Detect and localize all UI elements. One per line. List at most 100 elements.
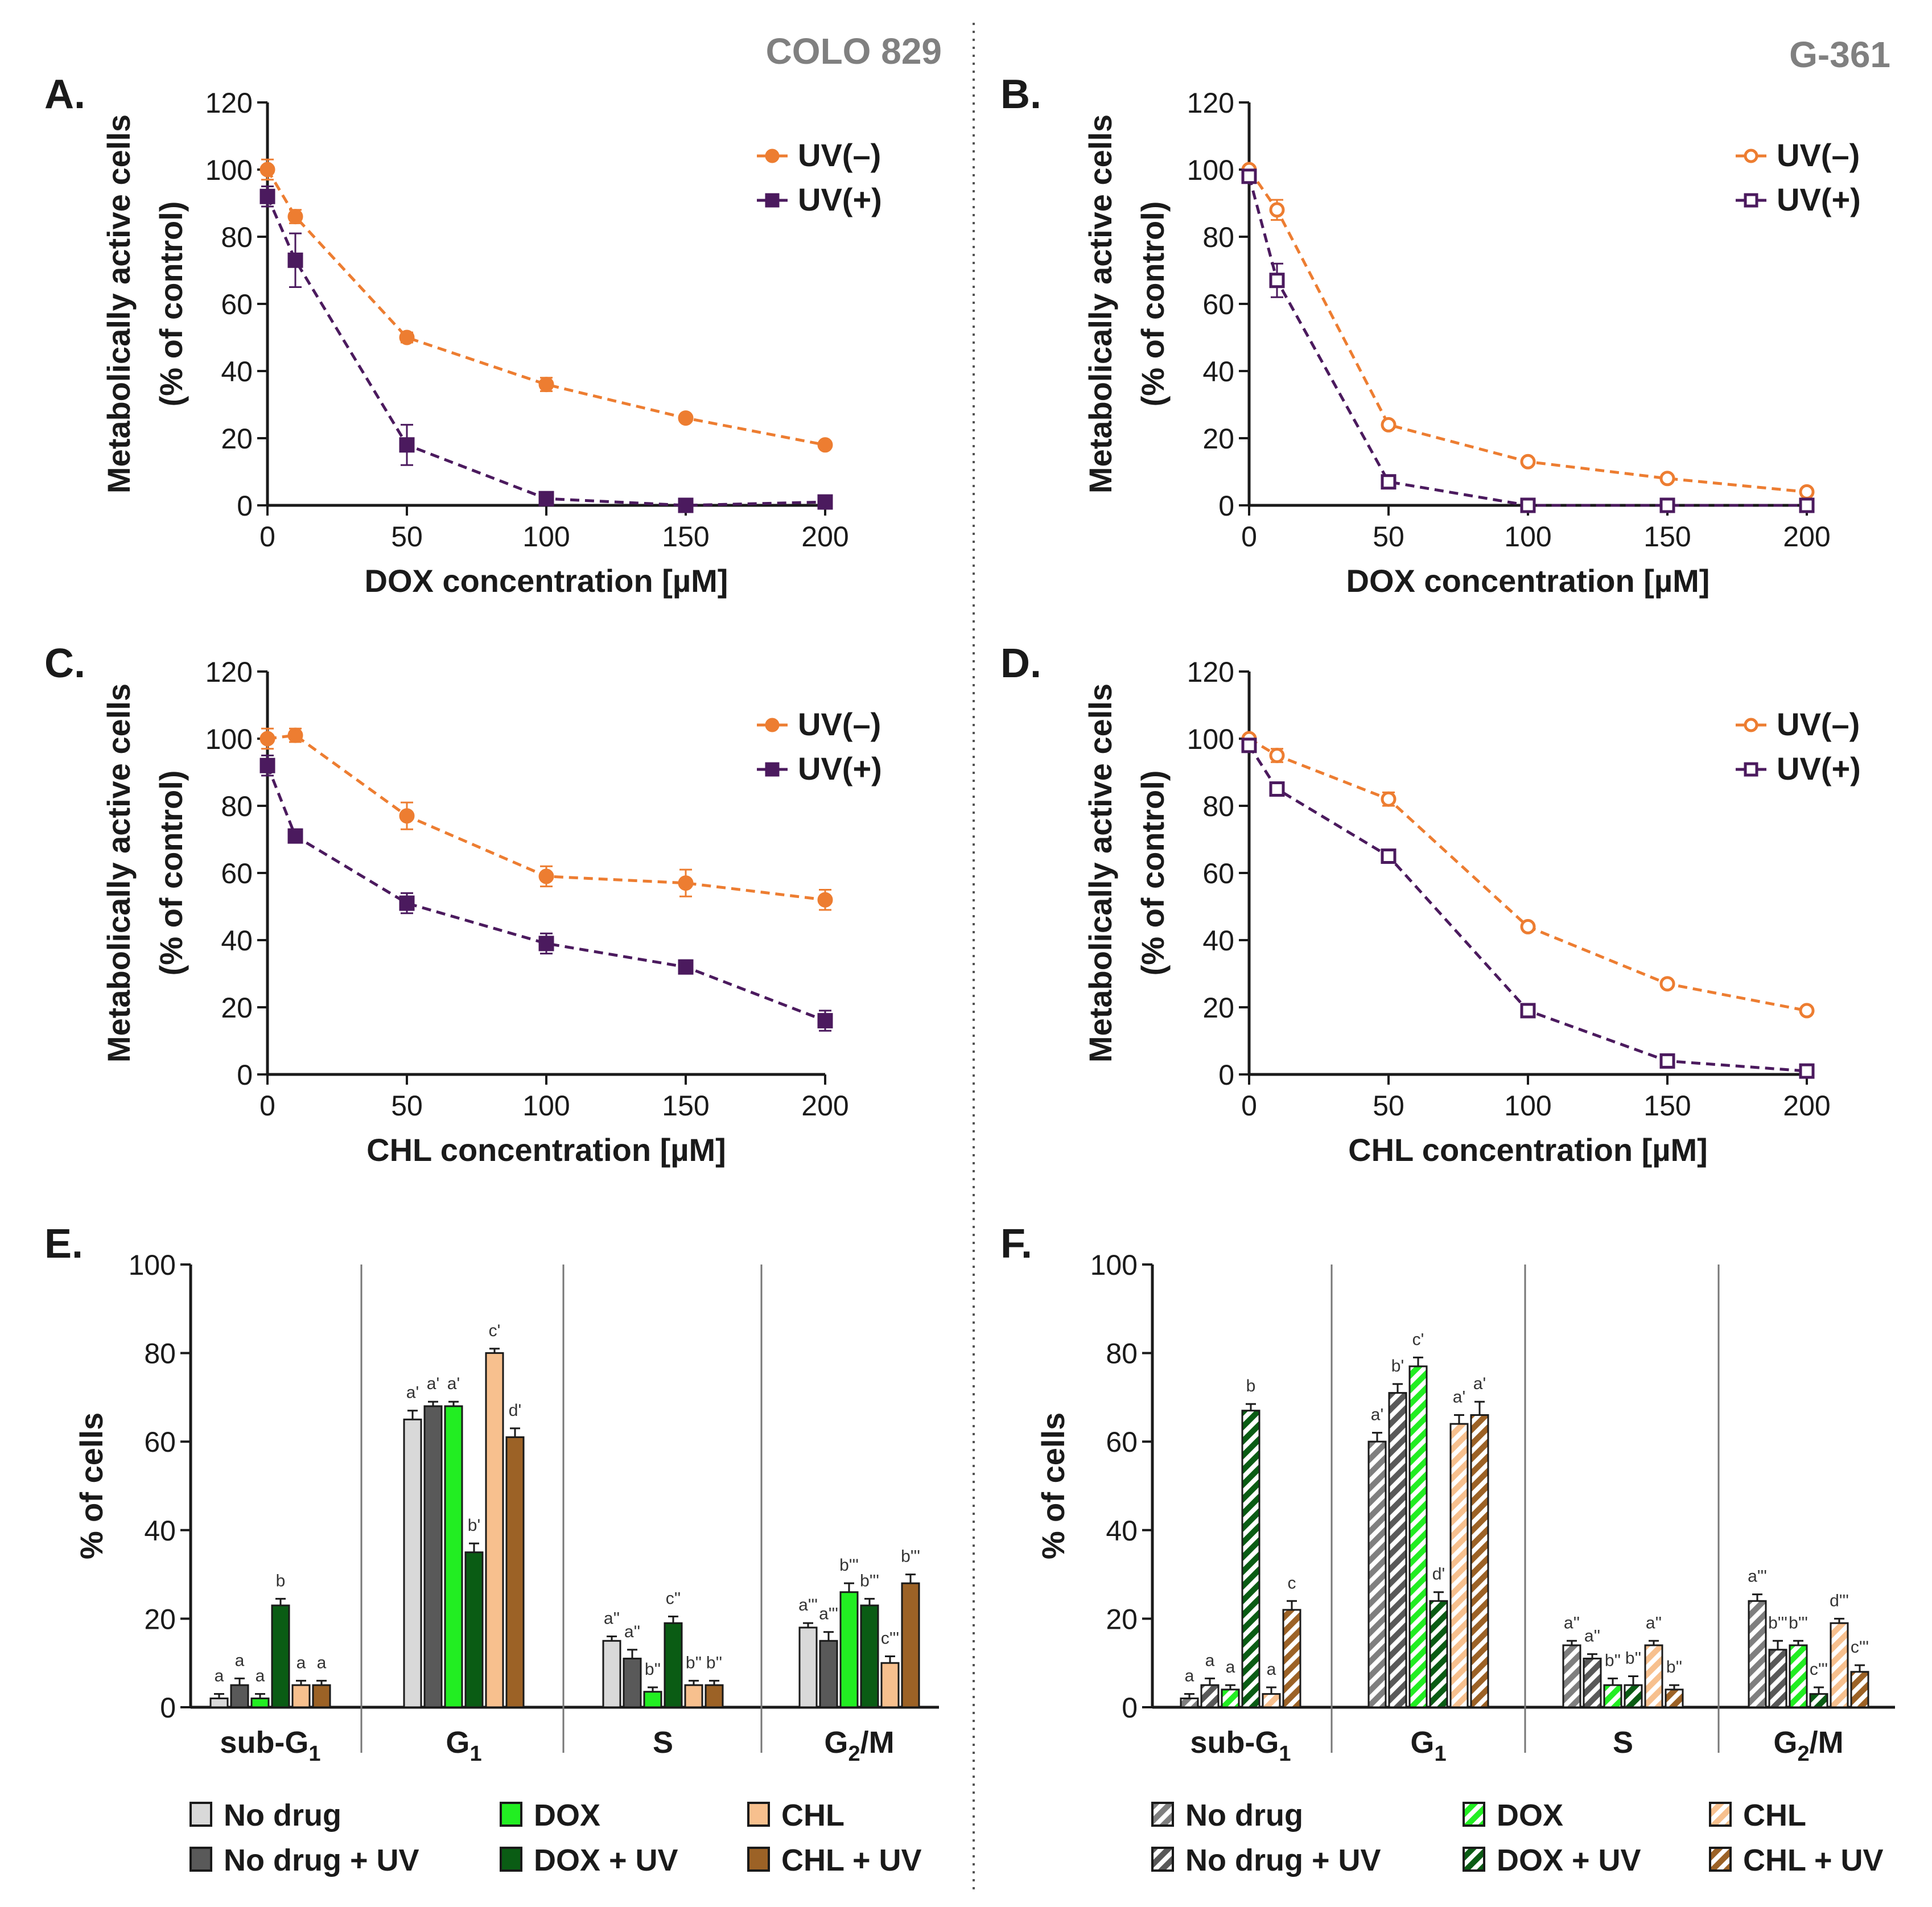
bar-chl-uv [705,1684,724,1708]
data-point-uv-plus [1520,497,1536,513]
data-point-uv-plus [287,252,303,268]
y-tick-label: 120 [1187,87,1234,119]
bar-no-drug-uv [1768,1649,1787,1708]
panel-label: D. [1000,641,1041,686]
significance-label: a''' [798,1596,818,1614]
bar-chl [1644,1644,1663,1708]
significance-label: a''' [1748,1567,1767,1586]
data-point-uv-minus [678,410,694,426]
significance-label: d' [1432,1565,1445,1584]
significance-label: c''' [1851,1638,1869,1657]
legend-marker [1744,718,1758,732]
legend-label-dox: DOX [534,1798,600,1832]
data-point-uv-plus [1659,497,1675,513]
legend-swatch-dox [1463,1802,1485,1827]
legend-label-no-drug: No drug [224,1798,341,1832]
bar-chl [1830,1622,1849,1708]
significance-label: b' [468,1516,480,1535]
data-point-uv-plus [817,1013,833,1029]
significance-label: b''' [1789,1613,1808,1632]
y-axis-title: Metabolically active cells [1082,114,1118,493]
legend-marker [765,718,780,732]
y-tick-label: 100 [1187,154,1234,186]
y-tick-label: 60 [144,1426,176,1458]
y-tick-label: 20 [1106,1603,1138,1635]
legend-label-uv-minus: UV(–) [798,137,881,173]
data-point-uv-minus [1799,1003,1815,1019]
data-point-uv-minus [1659,471,1675,487]
significance-label: a [1226,1658,1235,1677]
group-label: G1 [446,1725,481,1766]
legend-swatch-dox [500,1802,522,1827]
bar-chl [684,1684,703,1708]
legend-swatch-chl-uv [1709,1847,1732,1872]
panel-a: A. 0 20 40 60 80 100 120 0 50 100 150 200 DOX concent… [44,72,882,599]
legend-label-uv-plus: UV(+) [1777,751,1861,786]
legend-marker [1744,193,1758,208]
significance-label: a''' [819,1605,838,1624]
data-point-uv-plus [1241,168,1257,184]
panel-label: B. [1000,72,1041,117]
y-tick-label: 60 [1106,1426,1138,1458]
y-tick-label: 40 [221,925,253,957]
significance-label: a [296,1653,306,1672]
y-tick-label: 40 [1106,1515,1138,1547]
y-tick-label: 120 [1187,656,1234,688]
significance-label: b' [1391,1357,1404,1375]
series-line-uv-plus [266,765,826,1022]
bar-no-drug [1748,1600,1767,1708]
series-line-uv-minus [266,168,826,447]
significance-label: c' [1412,1330,1424,1349]
x-tick-label: 50 [1373,1090,1404,1122]
x-tick-label: 100 [522,521,570,553]
y-axis-title: % of cells [73,1412,109,1559]
panel-b: B. 0 20 40 60 80 100 120 0 50 100 150 200 DOX concent… [1000,72,1861,599]
group-label: sub-G1 [1190,1725,1291,1766]
legend-swatch-dox-uv [500,1847,522,1872]
legend-label-uv-minus: UV(–) [1777,137,1860,173]
group-label-main: S [653,1725,673,1760]
data-point-uv-plus [678,959,694,975]
x-axis-title: DOX concentration [µM] [1346,563,1710,599]
legend-label-dox-uv: DOX + UV [1497,1843,1641,1877]
group-label-main: sub-G [1190,1725,1279,1760]
legend-marker [765,193,780,208]
significance-label: b''' [860,1571,879,1590]
data-point-uv-plus [817,494,833,510]
data-point-uv-minus [1269,748,1285,763]
y-tick-label: 100 [1187,723,1234,755]
data-point-uv-plus [1269,273,1285,289]
y-axis-title: Metabolically active cells [1082,683,1118,1062]
legend-label-uv-minus: UV(–) [798,706,881,742]
bar-dox [839,1591,859,1708]
y-tick-label: 60 [221,858,253,889]
bar-dox-uv [464,1551,484,1708]
bar-chl [291,1684,311,1708]
bar-dox-uv [1809,1693,1828,1708]
x-tick-label: 200 [801,521,848,553]
data-point-uv-plus [259,188,275,204]
panel-label: A. [44,72,85,117]
x-tick-label: 100 [522,1090,570,1122]
bar-no-drug-uv [1200,1684,1220,1708]
legend-label-dox: DOX [1497,1798,1563,1832]
legend-marker [1744,149,1758,163]
x-tick-label: 100 [1504,521,1551,553]
y-tick-label: 0 [1218,1059,1234,1091]
data-point-uv-minus [1799,484,1815,500]
legend-swatch-dox-uv [1463,1847,1485,1872]
significance-label: c [1288,1574,1296,1592]
significance-label: a' [1453,1388,1465,1407]
y-tick-label: 0 [1122,1692,1138,1724]
x-tick-label: 150 [1643,1090,1691,1122]
bar-chl [880,1662,900,1708]
group-label-suffix: /M [860,1725,895,1760]
y-axis-title: % of cells [1035,1412,1071,1559]
bar-chl [1262,1693,1281,1708]
data-point-uv-plus [259,757,275,773]
data-point-uv-plus [1269,781,1285,797]
y-tick-label: 120 [205,87,253,119]
group-label-sub: 1 [1434,1742,1446,1766]
